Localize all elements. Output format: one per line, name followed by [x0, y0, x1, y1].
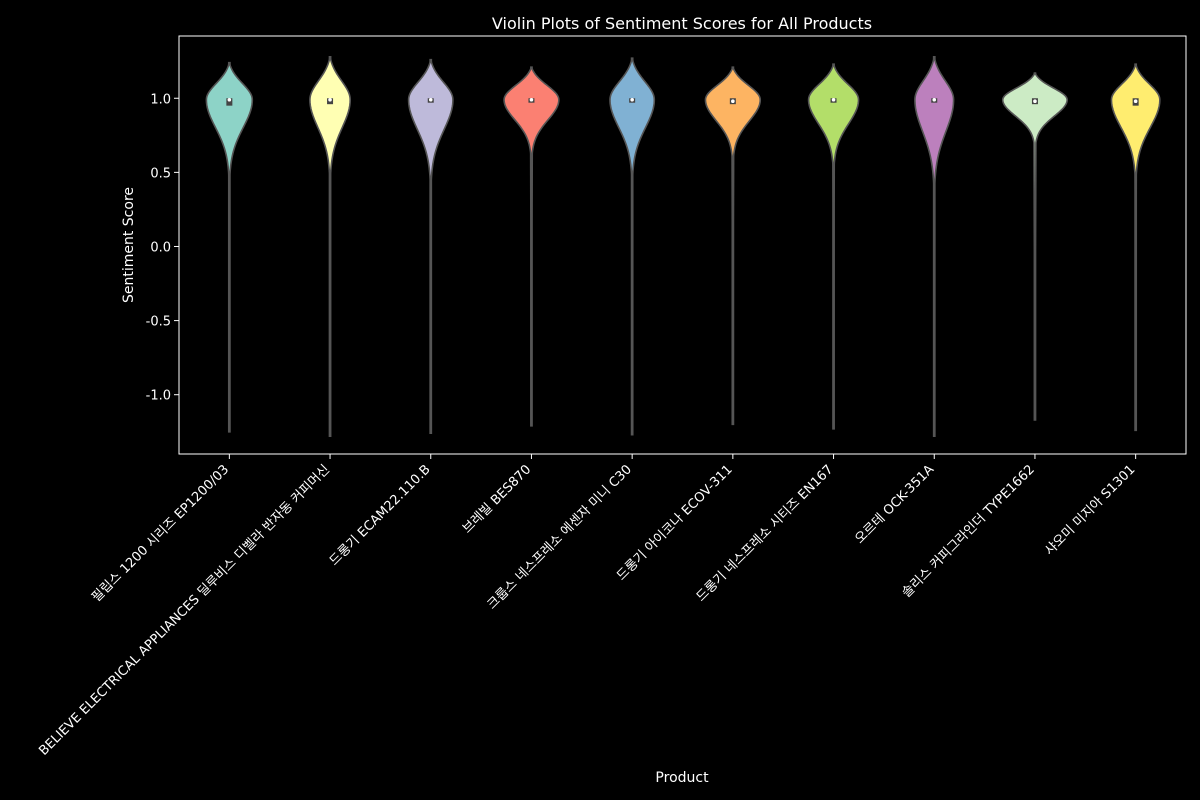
- plot-frame: [178, 35, 1187, 455]
- violin-body: [704, 66, 762, 426]
- violin-5: [609, 57, 656, 436]
- x-axis-label: Product: [655, 770, 709, 786]
- violin-median-dot: [328, 97, 332, 102]
- violin-body: [407, 58, 454, 435]
- violin-3: [407, 58, 454, 435]
- violin-6: [704, 66, 762, 426]
- violin-median-dot: [630, 97, 634, 102]
- y-tick-label: 0.0: [150, 240, 171, 255]
- x-tick-label: 샤오미 미지아 S1301: [1042, 462, 1138, 558]
- x-tick-label: 브레빌 BES870: [460, 462, 534, 536]
- violin-10: [1110, 63, 1161, 432]
- violin-8: [914, 55, 955, 438]
- x-tick-label: 드롱기 ECAM22.110.B: [327, 462, 434, 569]
- violin-body: [1001, 72, 1068, 421]
- x-tick-label: 오르테 OCK-351A: [852, 462, 937, 547]
- violin-median-dot: [731, 99, 735, 104]
- chart-title: Violin Plots of Sentiment Scores for All…: [492, 14, 872, 33]
- violin-median-dot: [831, 97, 836, 102]
- violin-iqr-box: [226, 98, 233, 106]
- y-tick-label: -1.0: [146, 389, 171, 404]
- violin-body: [309, 55, 351, 438]
- y-axis-label: Sentiment Score: [121, 187, 137, 303]
- violin-median-dot: [932, 97, 937, 102]
- violin-1: [205, 61, 254, 433]
- violin-median-dot: [529, 97, 534, 102]
- violin-body: [609, 57, 656, 436]
- violin-median-dot: [1133, 99, 1138, 104]
- y-tick-label: -0.5: [146, 315, 171, 330]
- y-tick-label: 0.5: [150, 166, 171, 181]
- violin-body: [503, 66, 560, 427]
- violin-body: [205, 61, 254, 433]
- violin-7: [807, 63, 860, 430]
- violin-2: [309, 55, 351, 438]
- violin-4: [503, 66, 560, 427]
- violin-body: [914, 55, 955, 438]
- violin-body: [807, 63, 860, 430]
- violin-body: [1110, 63, 1161, 432]
- violin-median-dot: [428, 97, 433, 102]
- y-tick-label: 1.0: [150, 92, 171, 107]
- y-axis: 1.0 0.5 0.0 -0.5 -1.0: [146, 92, 179, 404]
- violin-median-dot: [1033, 99, 1037, 104]
- x-tick-label: 드롱기 아이코나 ECOV-311: [614, 462, 736, 584]
- violin-9: [1001, 72, 1068, 421]
- violin-median-dot: [227, 97, 232, 102]
